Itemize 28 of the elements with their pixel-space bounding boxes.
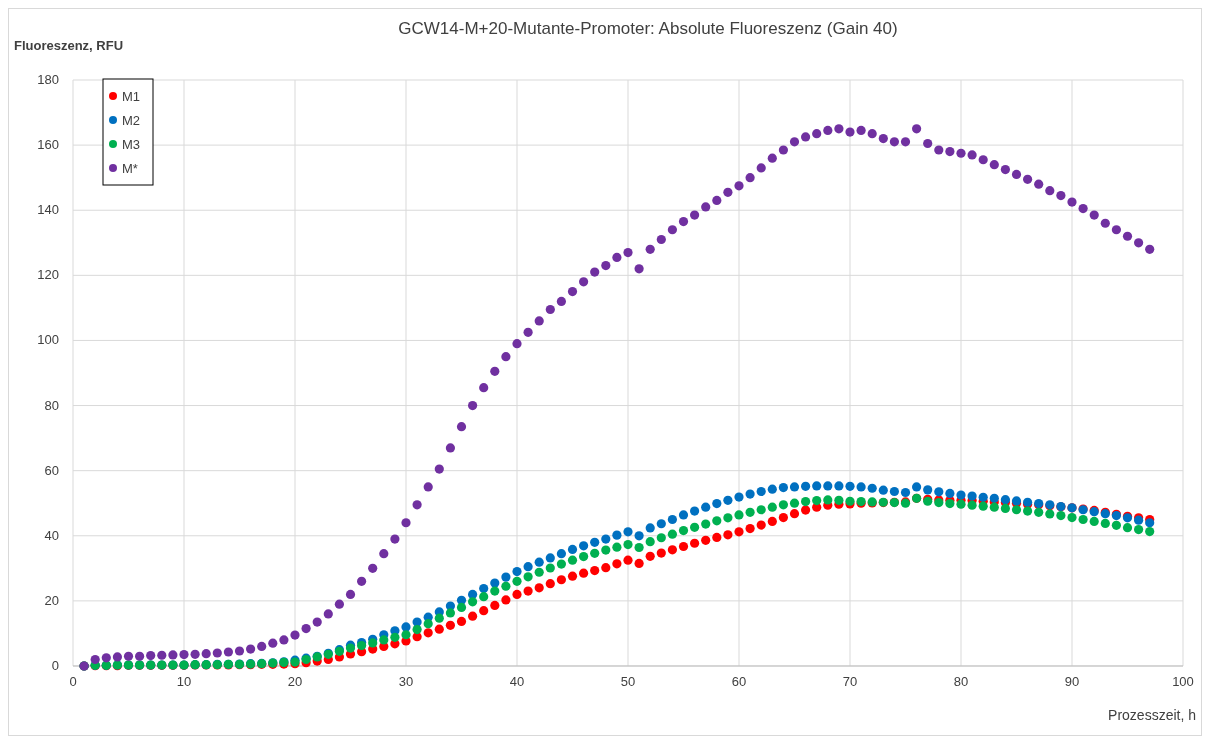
x-tick-label: 10 bbox=[176, 674, 192, 689]
y-tick-label: 0 bbox=[51, 658, 59, 673]
x-tick-label: 40 bbox=[509, 674, 525, 689]
x-tick-label: 70 bbox=[842, 674, 858, 689]
y-tick-label: 140 bbox=[37, 202, 59, 218]
y-tick-label: 80 bbox=[44, 397, 59, 413]
x-tick-label: 50 bbox=[620, 674, 636, 689]
x-tick-label: 90 bbox=[1064, 674, 1080, 689]
y-tick-label: 160 bbox=[37, 137, 59, 153]
x-tick-label: 0 bbox=[69, 674, 77, 689]
y-tick-label: 120 bbox=[37, 267, 59, 283]
y-axis-title: Fluoreszenz, RFU bbox=[14, 38, 124, 53]
y-tick-label: 60 bbox=[44, 462, 59, 478]
y-tick-label: 180 bbox=[37, 72, 59, 87]
y-tick-label: 40 bbox=[44, 527, 59, 543]
x-tick-label: 60 bbox=[731, 674, 747, 689]
chart-title: GCW14-M+20-Mutante-Promoter: Absolute Fluoreszenz (Gain 40) bbox=[398, 19, 898, 38]
x-tick-label: 30 bbox=[398, 674, 414, 689]
x-tick-label: 100 bbox=[1172, 674, 1194, 689]
y-tick-label: 20 bbox=[44, 592, 59, 608]
x-tick-label: 80 bbox=[953, 674, 969, 689]
legend-label: M1 bbox=[122, 89, 141, 104]
x-tick-label: 20 bbox=[287, 674, 303, 689]
legend-label: M3 bbox=[122, 137, 141, 152]
x-axis-title: Prozesszeit, h bbox=[1108, 707, 1196, 723]
legend-label: M* bbox=[122, 161, 138, 176]
legend-label: M2 bbox=[122, 113, 141, 128]
y-tick-label: 100 bbox=[37, 332, 59, 348]
